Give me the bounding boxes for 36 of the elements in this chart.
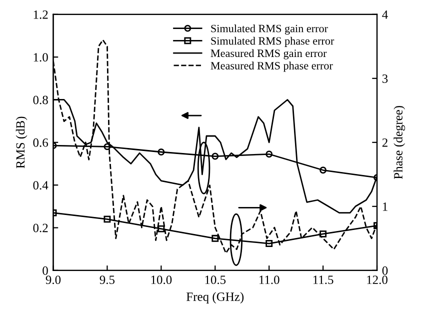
point (212, 234, 219, 242)
x-tick-label: 12.0 (367, 276, 388, 284)
point (104, 216, 111, 223)
y2-tick-label: 2 (382, 138, 388, 147)
x-axis-title: Freq (GHz) (186, 292, 244, 304)
legend-label: Measured RMS gain error (210, 49, 327, 60)
y2-tick-label: 1 (382, 202, 388, 211)
point (320, 166, 327, 174)
y2-tick-label: 0 (382, 266, 388, 275)
point (158, 148, 165, 156)
legend-label: Simulated RMS gain error (211, 24, 328, 35)
x-tick-label: 11.5 (313, 276, 334, 284)
point (104, 143, 111, 150)
legend-label: Measured RMS phase error (210, 62, 333, 72)
x-tick-label: 9.5 (100, 276, 115, 284)
y-tick-label: 1.0 (34, 53, 48, 62)
x-tick-label: 9.0 (46, 276, 61, 284)
x-tick-label: 10.5 (205, 276, 226, 284)
x-tick-label: 10.0 (151, 276, 172, 284)
y-tick-label: 1.2 (34, 10, 48, 19)
point (266, 150, 273, 158)
point (320, 230, 327, 238)
y-tick-label: 0.8 (33, 96, 48, 104)
y2-tick-label: 3 (382, 74, 388, 83)
y-tick-label: 0.6 (33, 138, 48, 147)
y-tick-label: 0.4 (33, 181, 48, 190)
point (266, 240, 273, 247)
y2-tick-label: 4 (382, 10, 388, 19)
y2-axis-title: Phase (degree) (394, 106, 406, 179)
point (212, 152, 219, 160)
y-axis-title: RMS (dB) (16, 116, 28, 168)
legend-label: Simulated RMS phase error (211, 36, 334, 47)
point (158, 225, 165, 232)
y-tick-label: 0 (42, 266, 48, 275)
y-tick-label: 0.2 (33, 224, 48, 232)
x-tick-label: 11.0 (259, 276, 280, 284)
